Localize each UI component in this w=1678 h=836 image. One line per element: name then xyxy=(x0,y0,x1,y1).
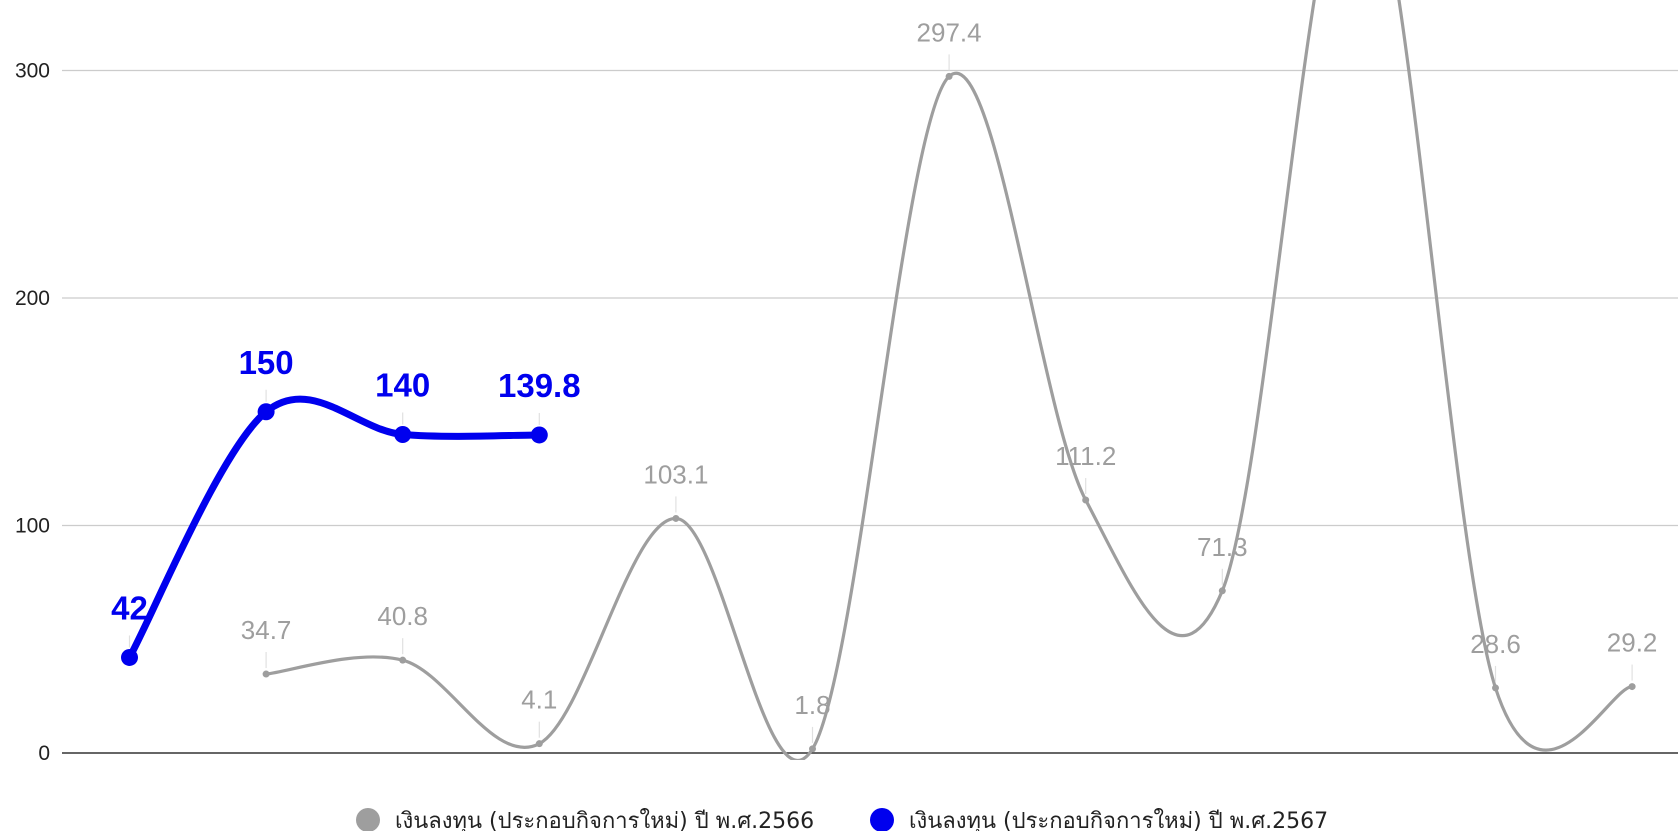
data-point xyxy=(1218,587,1226,595)
series-1 xyxy=(262,0,1636,760)
data-point xyxy=(399,656,407,664)
legend-item: เงินลงทุน (ประกอบกิจการใหม่) ปี พ.ศ.2567 xyxy=(870,808,1328,834)
series-line xyxy=(264,0,1634,760)
data-label: 28.6 xyxy=(1470,629,1521,659)
data-point xyxy=(535,740,543,748)
data-label: 150 xyxy=(239,344,294,381)
data-label: 111.2 xyxy=(1055,441,1116,471)
series-2 xyxy=(121,395,548,666)
legend-label: เงินลงทุน (ประกอบกิจการใหม่) ปี พ.ศ.2566 xyxy=(395,808,814,831)
data-label: 103.1 xyxy=(643,459,708,489)
data-labels: 34.7 40.8 4.1 103.1 1.8 297.4 111.2 71.3 28.6 29.… xyxy=(111,17,1658,743)
legend-label: เงินลงทุน (ประกอบกิจการใหม่) ปี พ.ศ.2567 xyxy=(909,808,1328,831)
legend-swatch-icon xyxy=(870,808,894,832)
data-point xyxy=(945,72,953,80)
data-point xyxy=(262,670,270,678)
data-point xyxy=(1628,683,1636,691)
legend-item: เงินลงทุน (ประกอบกิจการใหม่) ปี พ.ศ.2566 xyxy=(356,808,814,834)
data-point xyxy=(530,426,548,444)
y-tick-label: 0 xyxy=(38,742,50,765)
data-point xyxy=(1082,496,1090,504)
data-label: 42 xyxy=(111,589,148,626)
series-line xyxy=(126,395,543,661)
y-tick-label: 300 xyxy=(15,60,50,83)
y-tick-label: 200 xyxy=(15,287,50,310)
data-label: 297.4 xyxy=(917,17,982,47)
data-label: 140 xyxy=(375,367,430,404)
gridlines xyxy=(62,69,1678,754)
data-label: 4.1 xyxy=(521,685,557,715)
data-point xyxy=(257,403,275,421)
data-point xyxy=(809,745,816,753)
data-point xyxy=(394,426,412,443)
data-point xyxy=(1492,684,1499,692)
y-axis: 0 100 200 300 xyxy=(15,60,50,766)
data-label: 139.8 xyxy=(498,367,581,404)
data-label: 34.7 xyxy=(241,615,292,645)
data-label: 71.3 xyxy=(1197,532,1248,562)
data-label: 29.2 xyxy=(1607,628,1658,658)
y-tick-label: 100 xyxy=(15,515,50,538)
data-point xyxy=(672,514,680,522)
data-label: 40.8 xyxy=(377,601,428,631)
data-point xyxy=(121,648,138,666)
data-label: 1.8 xyxy=(794,690,830,720)
legend: เงินลงทุน (ประกอบกิจการใหม่) ปี พ.ศ.2566… xyxy=(356,808,1328,834)
legend-swatch-icon xyxy=(356,808,380,832)
series-layer xyxy=(121,0,1636,760)
